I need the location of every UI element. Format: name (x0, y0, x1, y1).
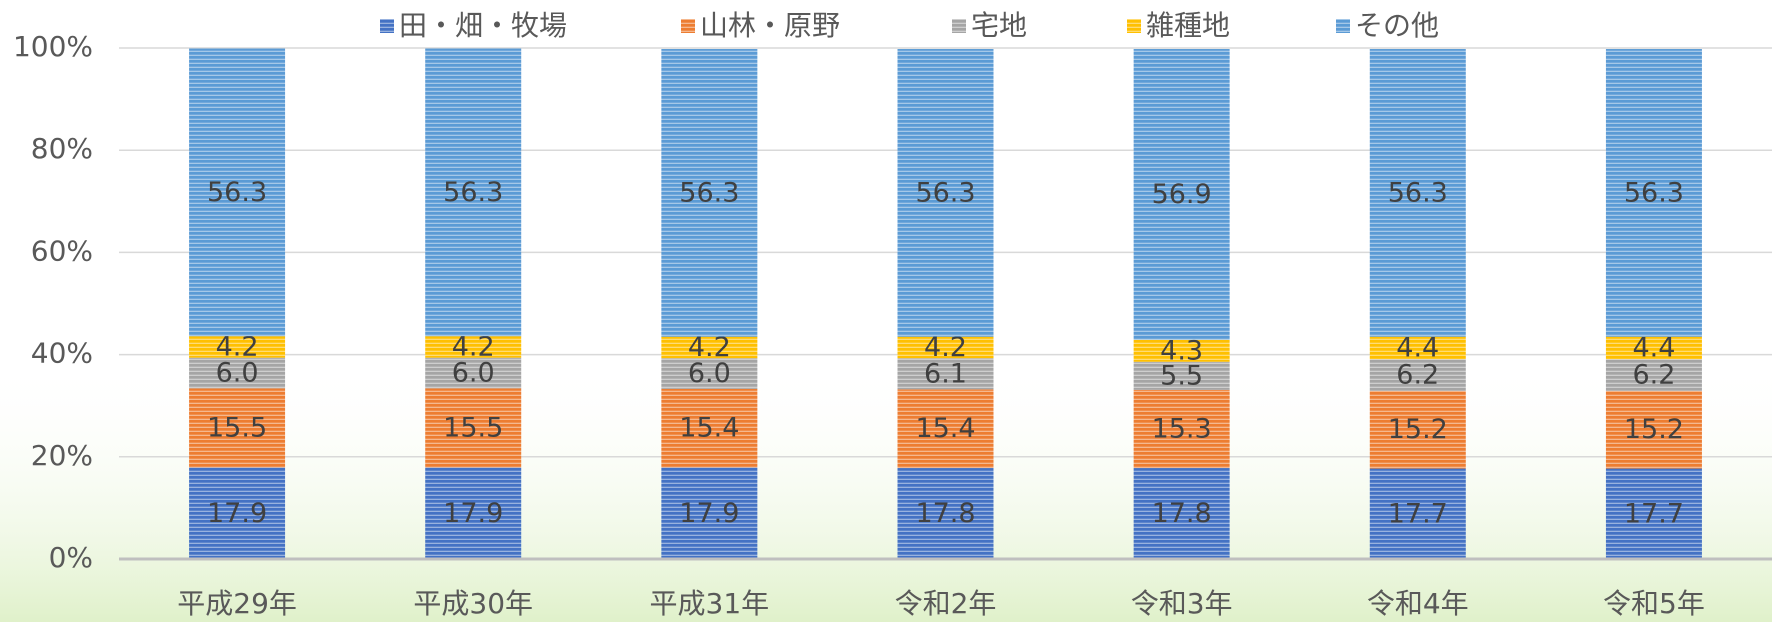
data-label: 4.4 (1396, 332, 1439, 363)
data-label: 17.9 (207, 498, 267, 529)
bar-segment (1133, 339, 1230, 362)
bar-segment (1369, 468, 1466, 559)
bar-segment (1133, 361, 1230, 390)
bar-segment (897, 49, 994, 337)
x-tick-label: 平成29年 (177, 587, 297, 620)
data-label: 17.8 (915, 498, 975, 529)
x-tick-label: 令和4年 (1367, 587, 1469, 620)
data-label: 6.0 (452, 357, 495, 388)
bar-segment (1369, 359, 1466, 391)
data-label: 56.3 (1624, 177, 1684, 208)
legend-swatch (952, 19, 966, 33)
legend-label: 田・畑・牧場 (399, 9, 567, 42)
data-label: 6.2 (1632, 360, 1675, 391)
data-label: 15.2 (1388, 414, 1448, 445)
y-tick-label: 80% (31, 132, 93, 165)
bar-segment (1605, 390, 1702, 469)
data-label: 17.7 (1388, 498, 1448, 529)
data-label: 15.4 (915, 413, 975, 444)
background (0, 360, 1772, 622)
bar-segment (189, 48, 286, 337)
bar-segment (1605, 49, 1702, 337)
bar-segment (1369, 390, 1466, 469)
bar-segment (897, 358, 994, 390)
bar-segment (897, 336, 994, 359)
bar-segment (189, 467, 286, 559)
bar-segment (661, 336, 758, 359)
bar-segment (189, 357, 286, 389)
data-label: 56.3 (915, 177, 975, 208)
data-label: 56.3 (443, 177, 503, 208)
bar-segment (661, 49, 758, 337)
bar-segment (897, 468, 994, 559)
data-label: 15.5 (443, 412, 503, 443)
bar-segment (1369, 336, 1466, 360)
data-label: 17.7 (1624, 498, 1684, 529)
bar-segment (425, 357, 522, 389)
data-label: 4.2 (452, 331, 495, 362)
data-label: 56.3 (679, 177, 739, 208)
x-tick-label: 平成31年 (650, 587, 770, 620)
y-tick-label: 60% (31, 234, 93, 267)
data-label: 6.1 (924, 358, 967, 389)
x-tick-label: 令和2年 (895, 587, 997, 620)
bar-segment (1133, 49, 1230, 340)
legend-swatch (1127, 19, 1141, 33)
data-label: 4.4 (1632, 332, 1675, 363)
bar-segment (1605, 336, 1702, 360)
legend-swatch (380, 19, 394, 33)
bar-segment (425, 467, 522, 559)
bar-segment (1133, 468, 1230, 559)
data-label: 4.3 (1160, 335, 1203, 366)
bar-segment (1605, 359, 1702, 391)
data-label: 6.2 (1396, 360, 1439, 391)
bar-segment (897, 389, 994, 469)
legend-swatch (1336, 19, 1350, 33)
data-label: 56.9 (1152, 179, 1212, 210)
data-label: 15.5 (207, 412, 267, 443)
x-tick-label: 令和3年 (1131, 587, 1233, 620)
data-label: 17.9 (443, 498, 503, 529)
bar-segment (1369, 49, 1466, 337)
data-label: 15.4 (679, 413, 739, 444)
data-label: 56.3 (207, 177, 267, 208)
bar-segment (661, 388, 758, 468)
y-tick-label: 40% (31, 337, 93, 370)
data-label: 56.3 (1388, 177, 1448, 208)
legend-label: 宅地 (971, 9, 1027, 42)
legend-label: 雑種地 (1146, 9, 1230, 42)
bar-segment (1133, 389, 1230, 469)
data-label: 4.2 (924, 332, 967, 363)
y-tick-label: 20% (31, 439, 93, 472)
data-label: 6.0 (216, 357, 259, 388)
bar-segment (189, 388, 286, 468)
bar-segment (1605, 468, 1702, 559)
bar-segment (661, 358, 758, 389)
legend-label: その他 (1355, 9, 1439, 42)
bar-segment (189, 336, 286, 358)
data-label: 17.8 (1152, 498, 1212, 529)
data-label: 4.2 (216, 331, 259, 362)
data-label: 15.2 (1624, 414, 1684, 445)
data-label: 4.2 (688, 332, 731, 363)
data-label: 6.0 (688, 358, 731, 389)
data-label: 5.5 (1160, 360, 1203, 391)
legend-swatch (681, 19, 695, 33)
legend-label: 山林・原野 (700, 9, 840, 42)
y-tick-label: 100% (13, 30, 93, 63)
x-tick-label: 平成30年 (413, 587, 533, 620)
data-label: 17.9 (679, 498, 739, 529)
bar-segment (425, 48, 522, 337)
y-tick-label: 0% (49, 541, 93, 574)
data-label: 15.3 (1152, 413, 1212, 444)
bar-segment (425, 388, 522, 468)
x-tick-label: 令和5年 (1603, 587, 1705, 620)
bar-segment (661, 467, 758, 559)
bar-segment (425, 336, 522, 358)
